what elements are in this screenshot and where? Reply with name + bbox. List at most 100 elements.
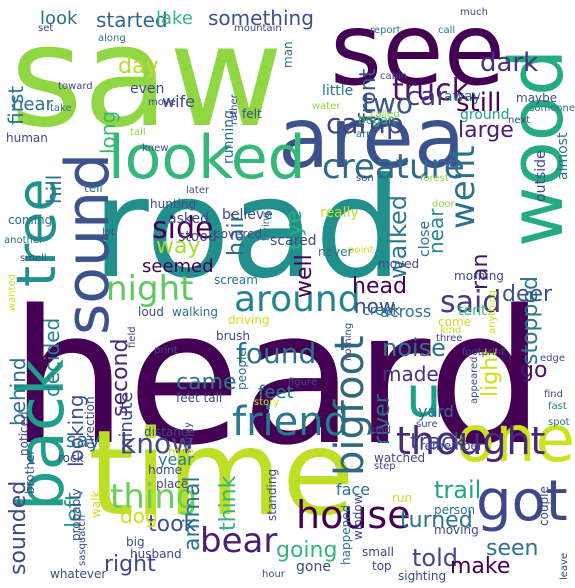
word-take: take [50, 103, 72, 114]
word-two: two [362, 87, 414, 120]
word-going: going [276, 538, 338, 563]
word-right: right [104, 552, 156, 577]
word-never: never [318, 245, 353, 259]
word-watched: watched [374, 451, 426, 465]
word-place: place [156, 477, 189, 491]
word-lot: lot [102, 227, 115, 238]
word-stood: stood [178, 229, 217, 245]
word-loud: loud [138, 305, 164, 319]
word-say: say [66, 428, 101, 452]
word-person: person [434, 503, 476, 517]
word-bear: bear [200, 521, 278, 561]
word-small: small [362, 545, 394, 559]
word-turned: turned [400, 508, 473, 533]
word-head: head [352, 274, 407, 299]
word-lake: lake [156, 8, 193, 29]
word-smell: smell [20, 253, 47, 264]
word-across: across [380, 302, 432, 321]
word-really: really [320, 205, 359, 221]
word-creek: creek [362, 303, 401, 319]
word-sounded: sounded [6, 480, 31, 575]
word-make: make [450, 554, 511, 579]
word-trying: trying [261, 211, 272, 241]
word-tell: tell [84, 181, 103, 195]
word-moving: moving [434, 523, 479, 537]
word-dog: dog [120, 504, 158, 528]
word-seemed: seemed [142, 256, 214, 277]
word-area: area [278, 89, 466, 187]
word-friend: friend [232, 399, 349, 445]
word-door: door [432, 199, 455, 210]
word-rather: rather [229, 94, 240, 125]
word-whatever: whatever [50, 567, 107, 581]
word-morning: morning [454, 269, 504, 283]
word-big: big [126, 535, 145, 549]
word-think: think [216, 475, 241, 531]
word-way: way [156, 234, 201, 259]
word-maybe: maybe [516, 91, 558, 105]
word-knew: knew [142, 143, 169, 154]
word-brother: brother [23, 449, 37, 495]
word-mountain: mountain [234, 23, 282, 34]
word-husband: husband [130, 547, 182, 561]
word-side: side [152, 211, 214, 246]
word-u: u [406, 365, 442, 430]
word-anything: anything [487, 289, 498, 334]
word-story: story [254, 397, 280, 408]
word-forest: forest [420, 173, 449, 184]
word-well: well [292, 254, 317, 299]
word-fast: fast [548, 401, 567, 412]
word-sasquatch: sasquatch [77, 514, 88, 566]
word-road: road [92, 148, 403, 309]
word-son: son [356, 173, 374, 184]
word-coming: coming [8, 213, 53, 227]
word-still: still [456, 88, 502, 118]
word-moved: moved [378, 257, 420, 271]
word-tall: tall [130, 127, 146, 138]
word-wanted: wanted [7, 273, 18, 311]
word-made: made [382, 362, 439, 386]
word-print: print [154, 345, 178, 356]
word-noise: noise [382, 334, 446, 362]
word-human: human [6, 131, 48, 145]
word-mile: mile [168, 445, 194, 459]
word-deer: deer [502, 282, 553, 307]
word-come: come [438, 315, 472, 329]
word-started: started [96, 8, 168, 32]
word-thing: thing [110, 477, 198, 517]
word-hunting: hunting [150, 197, 197, 211]
word-see: see [330, 0, 506, 108]
word-remember: remember [420, 439, 483, 453]
word-figure: figure [288, 377, 318, 388]
word-now: now [354, 294, 396, 318]
word-appeared: appeared [469, 356, 480, 405]
word-thought: thought [396, 419, 546, 463]
word-distance: distance [144, 425, 195, 439]
word-step: step [374, 461, 396, 472]
word-looked: looked [108, 123, 306, 193]
word-said: said [440, 285, 502, 320]
word-home: home [148, 463, 183, 477]
word-decided: decided [40, 317, 64, 397]
word-away: away [444, 89, 481, 105]
word-got: got [476, 469, 568, 534]
word-feet-tall: feet tall [176, 391, 223, 405]
word-began: began [358, 113, 396, 127]
word-feet: feet [258, 382, 294, 403]
word-brush: brush [216, 329, 251, 343]
word-truck: truck [392, 73, 469, 108]
word-car: car [406, 82, 447, 112]
word-top: top [372, 559, 392, 573]
word-point: point [348, 245, 374, 256]
word-walking: walking [172, 305, 219, 319]
word-face: face [336, 480, 371, 499]
word-felt: felt [242, 107, 262, 121]
word-scared: scared [270, 233, 317, 249]
word-told: told [412, 544, 458, 572]
word-know: know [120, 427, 194, 460]
word-much: much [460, 7, 488, 18]
word-report: report [370, 25, 401, 36]
word-time: time [88, 404, 355, 542]
word-later: later [186, 185, 210, 196]
